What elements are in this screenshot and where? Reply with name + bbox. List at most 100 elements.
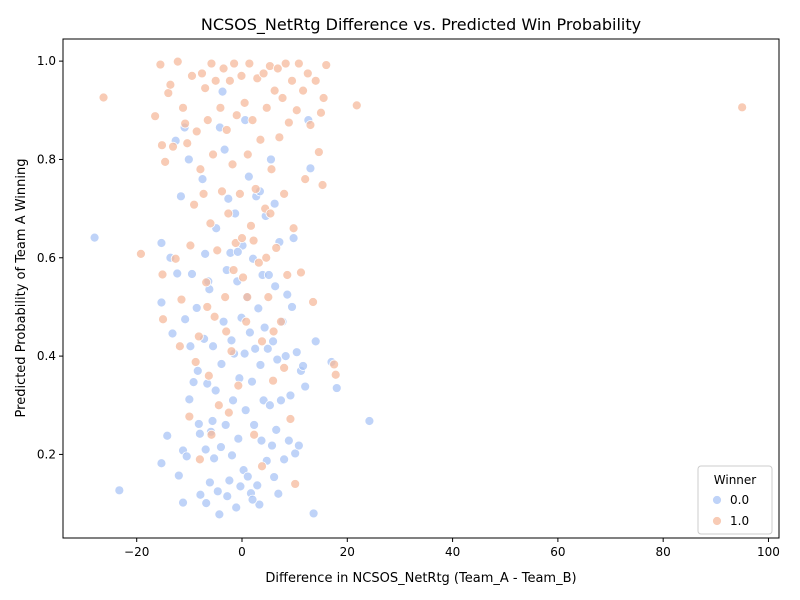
data-point-series-1 — [197, 68, 207, 79]
data-point-series-1 — [318, 93, 329, 103]
data-point-series-1 — [277, 93, 288, 103]
data-point-series-0 — [216, 359, 227, 369]
data-point-series-1 — [287, 75, 297, 86]
data-point-series-1 — [136, 248, 146, 259]
data-point-series-1 — [302, 68, 313, 79]
data-point-series-1 — [279, 362, 290, 373]
legend-swatch-1 — [712, 516, 722, 526]
data-point-series-1 — [206, 429, 217, 440]
data-point-series-1 — [155, 59, 166, 70]
plot-area — [62, 38, 780, 539]
data-point-series-0 — [192, 365, 203, 376]
data-point-series-1 — [201, 277, 212, 288]
data-point-series-0 — [183, 154, 194, 165]
data-point-series-0 — [156, 297, 167, 308]
data-point-series-1 — [226, 346, 237, 357]
data-point-series-1 — [237, 233, 247, 244]
data-point-series-1 — [190, 357, 201, 367]
data-point-series-0 — [208, 341, 218, 352]
data-point-series-1 — [250, 184, 261, 194]
data-point-series-0 — [224, 475, 235, 486]
x-axis-label: Difference in NCSOS_NetRtg (Team_A - Tea… — [265, 571, 576, 586]
data-point-series-1 — [282, 270, 293, 280]
data-point-series-0 — [216, 442, 226, 452]
data-point-series-0 — [202, 378, 213, 389]
data-point-series-1 — [330, 369, 341, 380]
data-point-series-1 — [290, 479, 301, 489]
data-point-series-1 — [300, 174, 311, 185]
data-point-series-0 — [269, 198, 280, 209]
data-point-series-1 — [253, 257, 264, 268]
data-point-series-1 — [266, 164, 277, 175]
data-point-series-0 — [331, 383, 342, 393]
data-point-series-0 — [273, 488, 284, 499]
y-tick-label: 1.0 — [37, 54, 56, 68]
data-point-series-0 — [242, 471, 253, 482]
x-tick-label: 80 — [656, 545, 671, 559]
data-point-series-1 — [172, 56, 183, 67]
data-point-series-1 — [291, 105, 302, 116]
data-point-series-1 — [221, 125, 232, 135]
data-point-series-0 — [181, 451, 192, 462]
data-point-series-1 — [184, 411, 195, 422]
data-point-series-1 — [215, 102, 226, 113]
data-point-series-1 — [249, 429, 260, 440]
data-point-series-1 — [242, 149, 253, 160]
data-point-series-1 — [157, 269, 168, 280]
data-point-series-0 — [172, 268, 183, 279]
data-point-series-1 — [224, 75, 235, 86]
x-tick-label: 20 — [340, 545, 355, 559]
data-point-series-0 — [287, 302, 297, 312]
data-point-series-0 — [276, 395, 286, 406]
data-point-series-0 — [114, 485, 125, 496]
data-point-series-1 — [203, 370, 214, 381]
data-point-series-1 — [351, 100, 362, 111]
data-point-series-0 — [207, 416, 218, 426]
data-point-series-1 — [257, 336, 267, 347]
data-point-series-0 — [285, 390, 296, 401]
data-point-series-0 — [252, 480, 263, 491]
data-point-series-0 — [266, 154, 276, 165]
data-point-series-1 — [296, 267, 306, 278]
x-axis: −20 0 20 40 60 80 100 — [124, 538, 780, 559]
data-point-series-0 — [305, 163, 316, 174]
data-point-series-0 — [298, 361, 308, 371]
data-point-series-0 — [178, 497, 188, 508]
data-point-series-0 — [195, 489, 206, 500]
data-point-series-1 — [150, 111, 161, 122]
data-point-series-1 — [265, 208, 276, 219]
data-point-series-1 — [244, 58, 255, 69]
data-point-series-0 — [235, 481, 246, 492]
data-point-series-1 — [202, 302, 213, 312]
data-point-series-1 — [268, 375, 278, 386]
data-point-series-0 — [288, 233, 299, 244]
legend-label-0: 0.0 — [730, 493, 749, 507]
data-point-series-1 — [228, 265, 239, 275]
data-point-series-0 — [194, 428, 205, 439]
data-point-series-1 — [178, 102, 188, 113]
data-point-series-0 — [197, 174, 208, 185]
data-point-series-1 — [272, 63, 283, 74]
data-point-series-1 — [269, 85, 280, 96]
data-point-series-1 — [221, 326, 232, 337]
data-point-series-0 — [263, 270, 274, 280]
data-point-series-1 — [193, 331, 204, 342]
data-point-series-1 — [158, 314, 168, 325]
data-point-series-0 — [220, 420, 231, 430]
data-point-series-1 — [255, 134, 266, 145]
data-point-series-0 — [188, 377, 199, 388]
data-point-series-0 — [167, 328, 178, 339]
data-point-series-1 — [200, 83, 211, 94]
data-point-series-1 — [189, 199, 199, 210]
data-point-series-0 — [256, 435, 267, 446]
data-point-series-0 — [283, 435, 294, 446]
data-point-series-1 — [263, 292, 274, 303]
data-point-series-1 — [160, 157, 171, 167]
data-point-series-1 — [241, 316, 252, 327]
data-point-series-0 — [300, 381, 311, 392]
data-point-series-1 — [182, 138, 193, 149]
data-point-series-0 — [228, 395, 238, 406]
data-point-series-1 — [223, 208, 234, 219]
data-point-series-1 — [157, 140, 167, 151]
